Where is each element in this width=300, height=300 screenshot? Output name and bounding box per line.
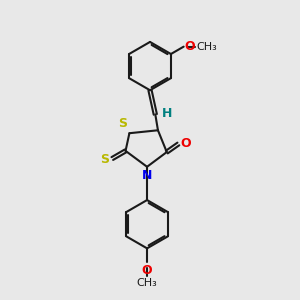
Text: O: O bbox=[142, 264, 152, 277]
Text: N: N bbox=[142, 169, 152, 182]
Text: O: O bbox=[180, 137, 191, 150]
Text: H: H bbox=[162, 107, 172, 120]
Text: S: S bbox=[118, 117, 127, 130]
Text: CH₃: CH₃ bbox=[137, 278, 158, 288]
Text: O: O bbox=[185, 40, 196, 53]
Text: S: S bbox=[100, 153, 109, 166]
Text: CH₃: CH₃ bbox=[196, 42, 217, 52]
